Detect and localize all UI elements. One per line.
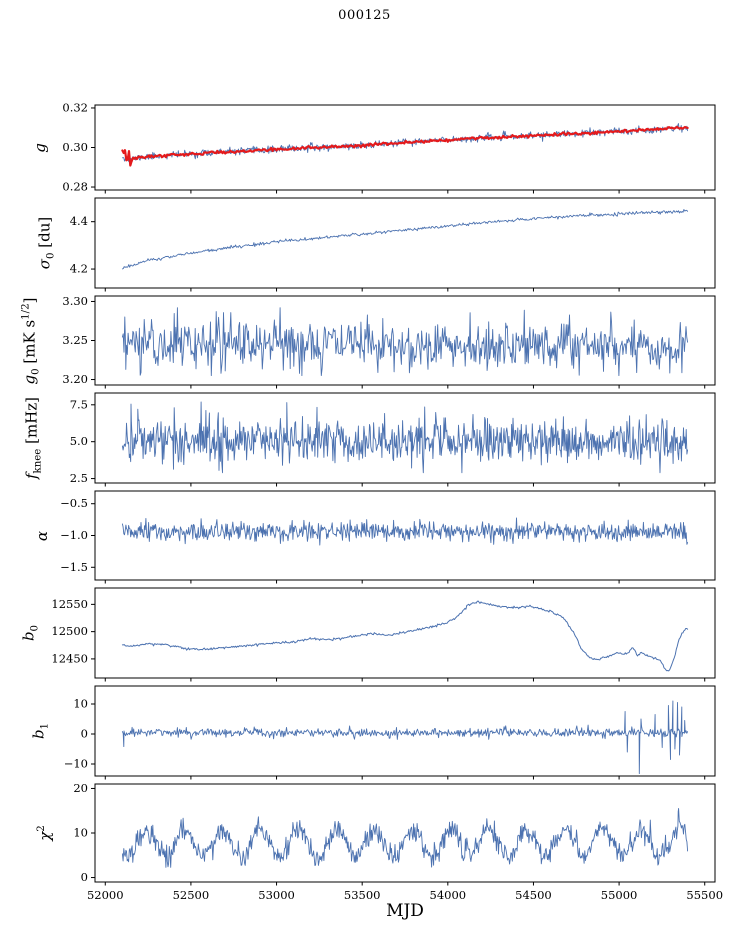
y-tick-label-alpha: −0.5 — [60, 496, 88, 510]
y-tick-label-b0: 12500 — [51, 624, 88, 638]
panel-frame-b1 — [94, 685, 716, 777]
x-tick-label: 53500 — [344, 888, 381, 902]
x-tick-label: 52500 — [173, 888, 210, 902]
x-tick-label: 54500 — [515, 888, 552, 902]
series-fknee — [121, 401, 689, 474]
panel-frame-g — [94, 104, 716, 191]
y-axis-label-fknee: fknee [mHz] — [22, 396, 44, 480]
y-axis-label-b1: b1 — [29, 722, 51, 740]
y-tick-label-g: 0.28 — [62, 180, 88, 194]
series-alpha — [121, 517, 689, 546]
y-axis-label-b0: b0 — [19, 624, 41, 642]
x-tick-label: 55500 — [686, 888, 723, 902]
y-tick-label-g: 0.30 — [62, 140, 88, 154]
y-tick-label-sigma0: 4.4 — [70, 214, 88, 228]
y-axis-label-chi2: χ2 — [36, 825, 54, 841]
y-axis-label-sigma0: σ0 [du] — [35, 216, 57, 270]
series-b1 — [121, 700, 689, 775]
y-tick-label-sigma0: 4.2 — [70, 262, 88, 276]
plot-title: 000125 — [338, 8, 391, 23]
x-tick-label: 54000 — [430, 888, 467, 902]
y-tick-label-chi2: 10 — [73, 826, 88, 840]
y-tick-label-g0: 3.30 — [62, 294, 88, 308]
y-axis-label-g: g — [31, 142, 49, 153]
series-g0 — [121, 307, 689, 377]
series-g-smooth-overlay — [121, 125, 689, 167]
x-tick-label: 55000 — [601, 888, 638, 902]
y-tick-label-fknee: 5.0 — [70, 434, 88, 448]
y-tick-label-b0: 12550 — [51, 597, 88, 611]
y-tick-label-g: 0.32 — [62, 100, 88, 114]
y-tick-label-b0: 12450 — [51, 651, 88, 665]
y-tick-label-fknee: 7.5 — [70, 397, 88, 411]
y-axis-label-alpha: α — [33, 530, 51, 541]
y-tick-label-g0: 3.25 — [62, 333, 88, 347]
y-tick-label-alpha: −1.5 — [60, 560, 88, 574]
y-tick-label-b1: 10 — [73, 697, 88, 711]
y-tick-label-b1: 0 — [81, 727, 88, 741]
y-tick-label-b1: −10 — [64, 757, 88, 771]
panel-frame-sigma0 — [94, 197, 716, 289]
x-axis-label: MJD — [386, 901, 424, 921]
y-tick-label-chi2: 0 — [81, 870, 88, 884]
series-chi2 — [121, 808, 689, 868]
panel-frame-b0 — [94, 587, 716, 679]
y-tick-label-chi2: 20 — [73, 781, 88, 795]
x-tick-label: 52000 — [87, 888, 124, 902]
y-axis-label-g0: g0 [mK s1/2] — [20, 297, 42, 384]
y-tick-label-alpha: −1.0 — [60, 528, 88, 542]
y-tick-label-fknee: 2.5 — [70, 471, 88, 485]
x-tick-label: 53000 — [258, 888, 295, 902]
series-b0 — [121, 600, 689, 672]
panel-frame-fknee — [94, 392, 716, 484]
y-tick-label-g0: 3.20 — [62, 372, 88, 386]
series-sigma0 — [121, 209, 689, 270]
panel-frame-chi2 — [94, 783, 716, 883]
